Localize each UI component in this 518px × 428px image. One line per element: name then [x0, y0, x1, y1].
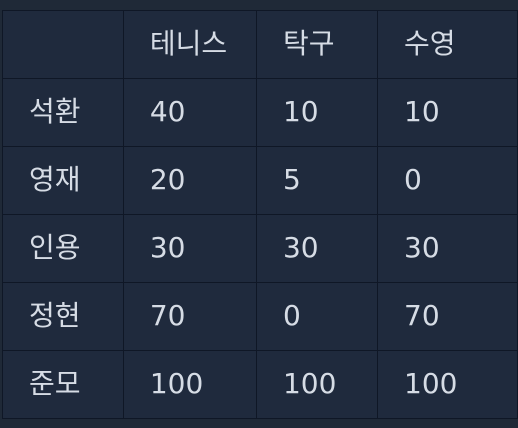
header-tennis: 테니스	[122, 10, 257, 79]
header-swimming: 수영	[377, 10, 518, 79]
table-row: 석환 40 10 10	[2, 78, 518, 147]
header-row: 테니스 탁구 수영	[2, 10, 518, 79]
tennis-value: 30	[122, 214, 257, 283]
row-name: 정현	[2, 282, 124, 351]
swimming-value: 70	[377, 282, 518, 351]
tennis-value: 70	[122, 282, 257, 351]
table-tennis-value: 10	[255, 78, 379, 147]
row-name: 석환	[2, 78, 124, 147]
swimming-value: 10	[377, 78, 518, 147]
header-empty-cell	[2, 10, 124, 79]
table-tennis-value: 30	[255, 214, 379, 283]
row-name: 인용	[2, 214, 124, 283]
row-name: 영재	[2, 146, 124, 215]
tennis-value: 20	[122, 146, 257, 215]
swimming-value: 100	[377, 350, 518, 419]
table-row: 영재 20 5 0	[2, 146, 518, 215]
table-row: 정현 70 0 70	[2, 282, 518, 351]
table-row: 준모 100 100 100	[2, 350, 518, 419]
row-name: 준모	[2, 350, 124, 419]
swimming-value: 30	[377, 214, 518, 283]
tennis-value: 100	[122, 350, 257, 419]
table-tennis-value: 0	[255, 282, 379, 351]
table-tennis-value: 100	[255, 350, 379, 419]
swimming-value: 0	[377, 146, 518, 215]
table-tennis-value: 5	[255, 146, 379, 215]
tennis-value: 40	[122, 78, 257, 147]
table-row: 인용 30 30 30	[2, 214, 518, 283]
header-table-tennis: 탁구	[255, 10, 379, 79]
sports-score-table: 테니스 탁구 수영 석환 40 10 10 영재 20 5 0 인용 30 30…	[2, 10, 518, 419]
